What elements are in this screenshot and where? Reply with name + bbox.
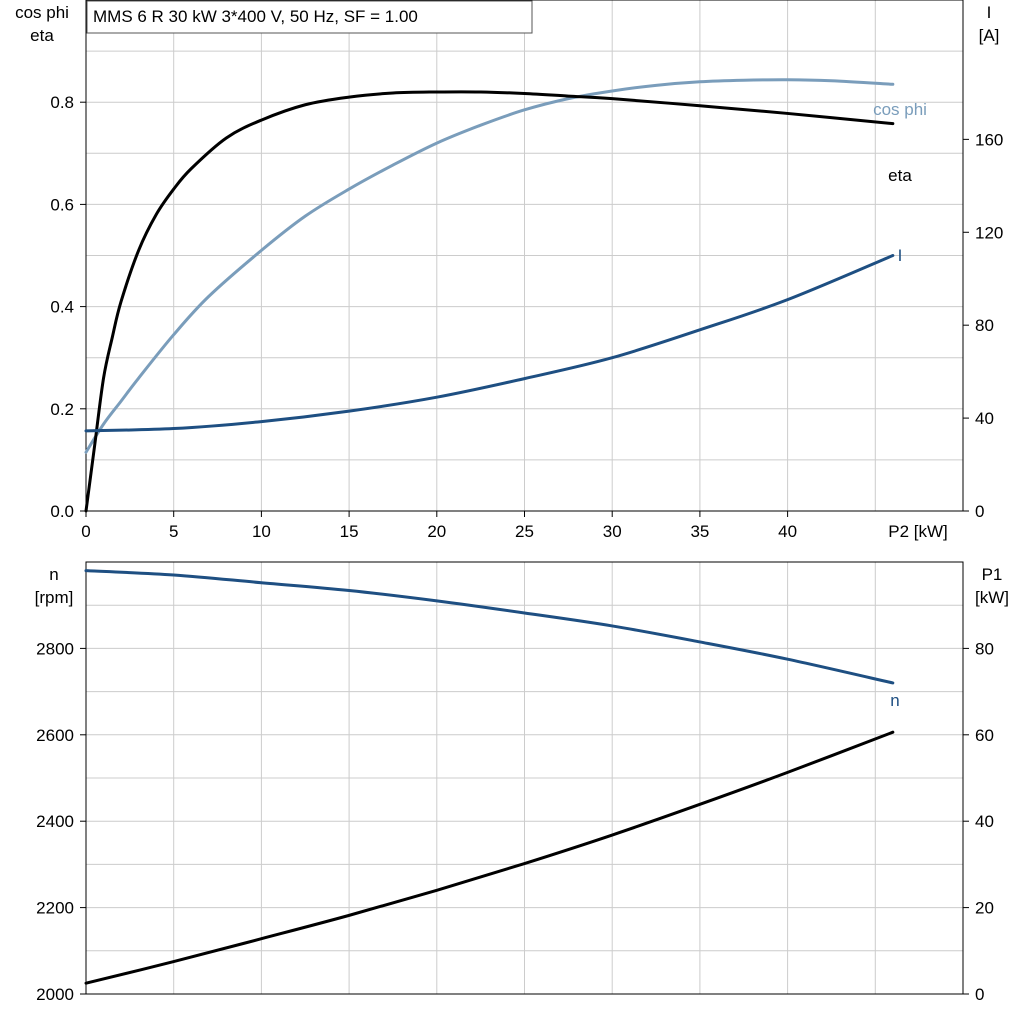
- bottom-left-axis-label-line1: n: [49, 565, 58, 584]
- bottom-right-axis-label-line1: P1: [982, 565, 1003, 584]
- x-tick-label: 10: [252, 522, 271, 541]
- bottom-right-tick-label: 40: [975, 812, 994, 831]
- bottom-left-tick-label: 2800: [36, 639, 74, 658]
- top-series: [84, 78, 895, 513]
- bottom-right-tick-label: 60: [975, 726, 994, 745]
- bottom-right-tick-label: 0: [975, 985, 984, 1004]
- bottom-left-tick-label: 2000: [36, 985, 74, 1004]
- top-right-tick-label: 120: [975, 223, 1003, 242]
- series-label-cos-phi: cos phi: [873, 100, 927, 119]
- series-label-current: I: [898, 246, 903, 265]
- top-series-line-current: [84, 254, 895, 433]
- top-ticks: 0.0 0.2 0.4 0.6 0.8 0 40 80 120 160 0 5 10 15 20 25 30 35…: [50, 93, 1003, 541]
- bottom-grid: [86, 562, 963, 994]
- x-tick-label: 5: [169, 522, 178, 541]
- bottom-series: [84, 569, 895, 985]
- bottom-left-tick-label: 2400: [36, 812, 74, 831]
- bottom-panel: 2000 2200 2400 2600 2800 0 20 40 60 80 n [rpm] P1…: [35, 561, 1009, 1004]
- bottom-ticks: 2000 2200 2400 2600 2800 0 20 40 60 80: [36, 639, 994, 1004]
- top-right-axis-label-line1: I: [987, 3, 992, 22]
- top-left-axis-label-line1: cos phi: [15, 3, 69, 22]
- x-axis-label: P2 [kW]: [888, 522, 948, 541]
- top-right-tick-label: 0: [975, 502, 984, 521]
- top-right-axis-label-line2: [A]: [979, 26, 1000, 45]
- x-tick-label: 20: [427, 522, 446, 541]
- top-left-tick-label: 0.2: [50, 400, 74, 419]
- x-tick-label: 25: [515, 522, 534, 541]
- x-tick-label: 40: [778, 522, 797, 541]
- bottom-left-tick-label: 2200: [36, 899, 74, 918]
- x-tick-label: 15: [340, 522, 359, 541]
- top-left-tick-label: 0.4: [50, 298, 74, 317]
- series-label-eta: eta: [888, 166, 912, 185]
- top-series-line-cos-phi: [84, 78, 895, 454]
- bottom-left-tick-label: 2600: [36, 726, 74, 745]
- top-right-tick-label: 40: [975, 409, 994, 428]
- bottom-right-tick-label: 20: [975, 899, 994, 918]
- bottom-left-axis-label-line2: [rpm]: [35, 588, 74, 607]
- bottom-series-line-speed: [84, 569, 895, 685]
- x-tick-label: 0: [81, 522, 90, 541]
- top-left-tick-label: 0.0: [50, 502, 74, 521]
- series-label-speed: n: [890, 691, 899, 710]
- top-left-tick-label: 0.6: [50, 195, 74, 214]
- top-left-axis-label-line2: eta: [30, 26, 54, 45]
- bottom-right-tick-label: 80: [975, 639, 994, 658]
- top-right-tick-label: 160: [975, 130, 1003, 149]
- top-series-line-eta: [84, 90, 895, 513]
- x-tick-label: 35: [690, 522, 709, 541]
- x-tick-label: 30: [603, 522, 622, 541]
- chart-title-box: [86, 0, 533, 34]
- top-panel: 0.0 0.2 0.4 0.6 0.8 0 40 80 120 160 0 5 10 15 20 25 30 35…: [15, 0, 1003, 541]
- bottom-series-line-p1: [84, 730, 895, 985]
- bottom-right-axis-label-line2: [kW]: [975, 588, 1009, 607]
- chart-title: MMS 6 R 30 kW 3*400 V, 50 Hz, SF = 1.00: [93, 7, 418, 26]
- top-grid: [86, 0, 963, 511]
- top-left-tick-label: 0.8: [50, 93, 74, 112]
- top-right-tick-label: 80: [975, 316, 994, 335]
- bottom-plot-frame: [85, 561, 964, 995]
